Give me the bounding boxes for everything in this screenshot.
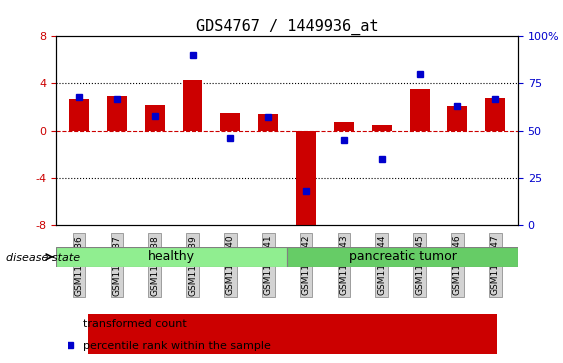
Bar (296, 131, 316, 225)
Text: disease state: disease state (6, 253, 80, 263)
Bar (258, 114, 278, 131)
Bar (448, 106, 467, 131)
Bar (107, 97, 127, 131)
Bar (372, 125, 392, 131)
Bar (182, 80, 203, 131)
Bar (410, 89, 430, 131)
Title: GDS4767 / 1449936_at: GDS4767 / 1449936_at (196, 19, 378, 35)
FancyBboxPatch shape (56, 247, 287, 267)
Bar (221, 113, 240, 131)
Text: pancreatic tumor: pancreatic tumor (348, 250, 457, 263)
Text: healthy: healthy (148, 250, 195, 263)
Bar (485, 98, 505, 131)
Text: transformed count: transformed count (83, 319, 187, 329)
Bar (145, 105, 164, 131)
Bar (334, 122, 354, 131)
FancyBboxPatch shape (287, 247, 518, 267)
Bar (69, 99, 89, 131)
Text: percentile rank within the sample: percentile rank within the sample (83, 341, 271, 351)
